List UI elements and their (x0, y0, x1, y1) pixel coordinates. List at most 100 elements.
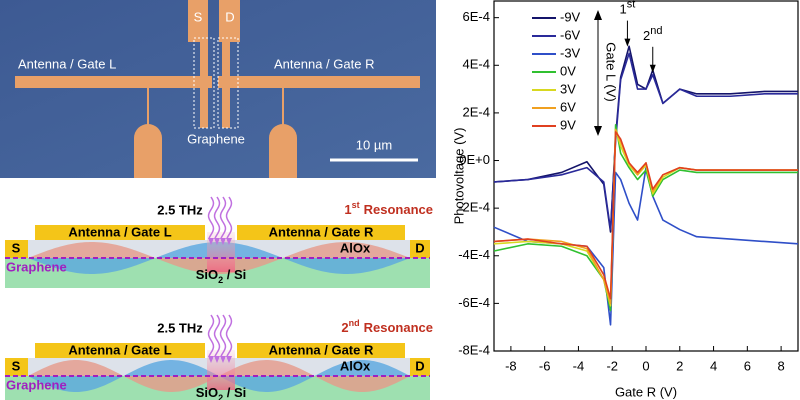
contact (5, 358, 28, 376)
gate-label: Antenna / Gate R (269, 224, 374, 239)
legend-label: 3V (560, 81, 576, 96)
x-tick-label: 8 (777, 358, 784, 373)
resonance-word: Resonance (364, 320, 433, 335)
dielectric-label: AlOx (340, 358, 371, 373)
substrate-label: SiO2 / Si (196, 267, 247, 285)
gate-pad (269, 124, 297, 178)
label: 10 µm (356, 137, 392, 152)
contact (410, 358, 430, 376)
frequency: 2.5 THz (157, 320, 203, 335)
thz-wave (207, 196, 215, 240)
legend-label: -3V (560, 45, 581, 60)
series-line (493, 128, 798, 307)
substrate-part: 2 (218, 393, 223, 400)
x-tick-label: 6 (744, 358, 751, 373)
ordinal: 2 (341, 320, 348, 335)
y-tick-label: 2E-4 (463, 104, 490, 119)
source-label: S (12, 240, 21, 255)
thz-arrowhead (214, 356, 220, 363)
y-axis-label: Photovoltage (V) (451, 128, 466, 225)
thz-arrowhead (226, 356, 232, 363)
thz-wave (219, 314, 227, 358)
series-line (493, 45, 798, 233)
y-tick-label: 4E-4 (463, 57, 490, 72)
charge-wave (28, 242, 410, 274)
drain-label: D (415, 358, 424, 373)
thz-arrowhead (208, 238, 214, 245)
annotation-suffix: nd (650, 25, 662, 37)
label: Antenna / Gate L (18, 56, 116, 71)
substrate-part: 2 (218, 275, 223, 285)
thz-wave (213, 196, 221, 240)
legend-label: 9V (560, 117, 576, 132)
thz-wave (225, 196, 233, 240)
series-line (493, 131, 798, 300)
chart: 6E-4 4E-4 2E-4 0E+0 -2E-4 -4E-4 -6E-4 -8E-4 -8 -6… (451, 0, 799, 399)
gate (35, 225, 205, 240)
ordinal-suffix: st (352, 200, 360, 210)
x-tick-label: -4 (573, 358, 585, 373)
gate (237, 343, 405, 358)
legend-title: Gate L (V) (604, 42, 619, 101)
ordinal: 1 (344, 202, 351, 217)
thz-arrowhead (214, 238, 220, 245)
substrate-part: / Si (223, 267, 246, 282)
legend-label: 0V (560, 63, 576, 78)
substrate-part: SiO (196, 267, 218, 282)
thz-wave (225, 314, 233, 358)
x-tick-label: -8 (505, 358, 517, 373)
antenna-left (15, 76, 212, 88)
legend-arrowhead (594, 126, 602, 136)
resonance: 2nd Resonance (341, 318, 433, 335)
source-label: S (12, 358, 21, 373)
micrograph: S D Antenna / Gate L Antenna / Gate R Gr… (0, 0, 436, 178)
label: Antenna / Gate R (274, 56, 374, 71)
gate-pad (134, 124, 162, 178)
series-line (493, 52, 798, 231)
charge-wave (28, 242, 410, 274)
annotation-number: 1 (620, 2, 627, 17)
graphene-outline (193, 37, 215, 129)
gate-label: Antenna / Gate R (269, 342, 374, 357)
thz-wave (213, 314, 221, 358)
drain-pad (219, 0, 240, 42)
annotation-arrowhead (624, 38, 631, 47)
dielectric-label: AlOx (340, 240, 371, 255)
label: Graphene (187, 131, 245, 146)
series-line (493, 124, 798, 312)
y-tick-label: -4E-4 (458, 247, 490, 262)
gate (35, 343, 205, 358)
substrate-label: SiO2 / Si (196, 385, 247, 400)
graphene-label: Graphene (6, 259, 67, 274)
gate-label: Antenna / Gate L (68, 342, 171, 357)
legend-label: -9V (560, 9, 581, 24)
annotation-number: 2 (643, 28, 650, 43)
thz-arrowhead (208, 356, 214, 363)
series-line (493, 166, 799, 326)
thz-wave (219, 196, 227, 240)
thz-wave (207, 314, 215, 358)
x-tick-label: 4 (710, 358, 717, 373)
annotation-arrowhead (649, 64, 656, 73)
thz-arrowhead (226, 238, 232, 245)
annotation: 1st (620, 0, 636, 17)
graphene-label: Graphene (6, 377, 67, 392)
legend-label: -6V (560, 27, 581, 42)
x-tick-label: -6 (539, 358, 551, 373)
y-tick-label: 6E-4 (463, 9, 490, 24)
resonance-word: Resonance (364, 202, 433, 217)
substrate-part: SiO (196, 385, 218, 400)
y-tick-label: -6E-4 (458, 295, 490, 310)
drain-label: D (415, 240, 424, 255)
y-tick-label: -8E-4 (458, 342, 490, 357)
ordinal-suffix: nd (349, 318, 360, 328)
thz-arrowhead (220, 238, 226, 245)
series-line (493, 128, 798, 305)
gate (237, 225, 405, 240)
x-axis-label: Gate R (V) (615, 384, 677, 399)
annotation: 2nd (643, 25, 662, 44)
thz-arrowhead (220, 356, 226, 363)
x-tick-label: -2 (606, 358, 618, 373)
